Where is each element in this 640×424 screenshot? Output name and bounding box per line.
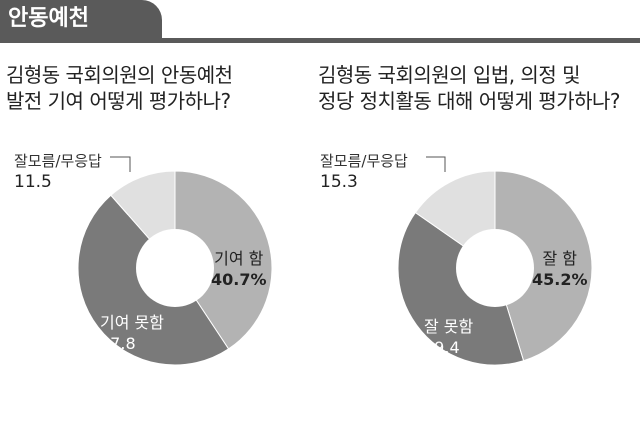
chart-2-slice-label-1: 잘 못함 39.4 <box>424 316 473 358</box>
chart-2-slice-label-0: 잘 함 45.2% <box>532 248 588 290</box>
chart-1-slice-label-1: 기여 못함 47.8 <box>100 312 164 354</box>
chart-2-slice-category-1: 잘 못함 <box>424 317 474 336</box>
chart-1-slice-value-0: 40.7% <box>211 270 267 289</box>
chart-2-leader-line <box>426 156 446 172</box>
section-tag: 안동예천 <box>0 0 162 38</box>
chart-1-slice-category-0: 기여 함 <box>214 249 264 268</box>
chart-1-legend-value-2: 11.5 <box>14 172 52 192</box>
chart-2-slice-value-0: 45.2% <box>532 270 588 289</box>
chart-1-legend-label-2: 잘모름/무응답 <box>14 152 102 170</box>
chart-2-slice-value-1: 39.4 <box>424 338 460 357</box>
chart-1-title: 김형동 국회의원의 안동예천 발전 기여 어떻게 평가하나? <box>6 62 233 114</box>
chart-1-title-line-1: 김형동 국회의원의 안동예천 <box>6 63 233 87</box>
chart-2-slice-category-0: 잘 함 <box>542 249 578 268</box>
donut-chart-1-svg <box>77 156 273 366</box>
donut-chart-2-svg <box>397 156 593 366</box>
chart-1-title-line-2: 발전 기여 어떻게 평가하나? <box>6 89 231 113</box>
section-divider <box>0 38 640 43</box>
chart-2-title-line-1: 김형동 국회의원의 입법, 의정 및 <box>318 63 581 87</box>
chart-2-slice-0 <box>494 170 593 362</box>
chart-1-slice-category-1: 기여 못함 <box>100 313 164 332</box>
chart-2-title: 김형동 국회의원의 입법, 의정 및 정당 정치활동 대해 어떻게 평가하나? <box>318 62 621 114</box>
chart-2-title-line-2: 정당 정치활동 대해 어떻게 평가하나? <box>318 89 621 113</box>
chart-2-slice-1 <box>397 211 525 366</box>
donut-chart-2: 잘모름/무응답 15.3 잘 함 45.2% 잘 못함 39.4 <box>320 140 640 424</box>
chart-1-slice-value-1: 47.8 <box>100 334 136 353</box>
chart-2-legend-value-2: 15.3 <box>320 172 358 192</box>
donut-chart-1: 잘모름/무응답 11.5 기여 함 40.7% 기여 못함 47.8 <box>0 140 320 424</box>
chart-2-legend-label-2: 잘모름/무응답 <box>320 152 408 170</box>
chart-2-donut-hole <box>456 229 534 307</box>
chart-1-leader-line <box>110 156 131 172</box>
chart-1-slice-label-0: 기여 함 40.7% <box>211 248 267 290</box>
chart-1-donut-hole <box>136 229 214 307</box>
